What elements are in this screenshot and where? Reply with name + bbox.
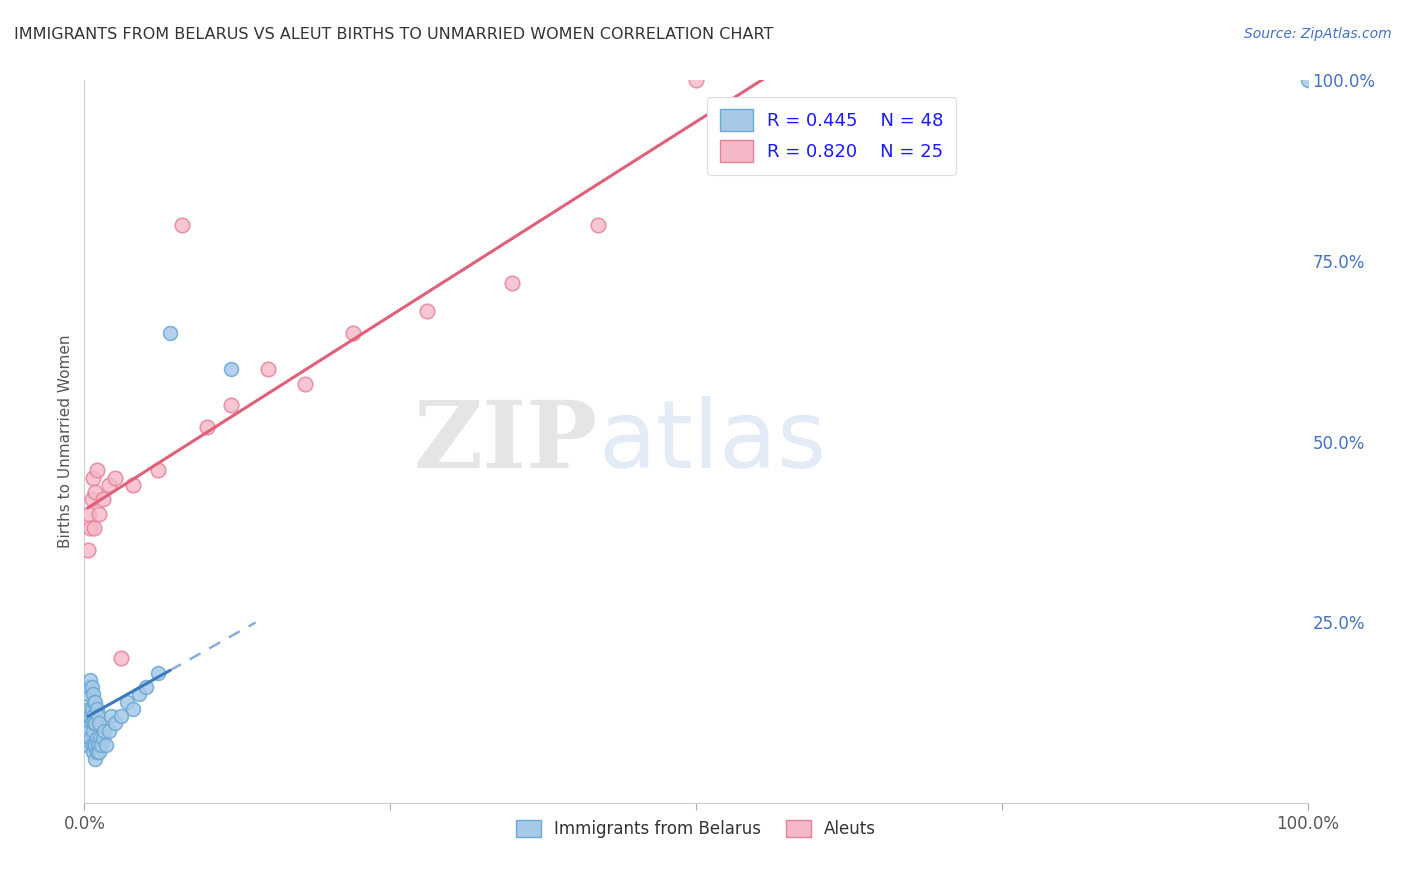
- Point: [416, 304, 439, 318]
- Point: [77, 687, 100, 701]
- Point: [502, 276, 524, 290]
- Point: [89, 731, 111, 745]
- Point: [91, 492, 114, 507]
- Point: [135, 680, 157, 694]
- Point: [82, 709, 104, 723]
- Point: [87, 716, 110, 731]
- Point: [86, 702, 108, 716]
- Point: [77, 507, 100, 521]
- Point: [80, 680, 103, 694]
- Point: [100, 709, 122, 723]
- Point: [79, 731, 101, 745]
- Point: [146, 463, 169, 477]
- Point: [115, 695, 138, 709]
- Point: [195, 420, 218, 434]
- Point: [80, 738, 103, 752]
- Point: [83, 738, 105, 752]
- Point: [77, 723, 100, 738]
- Text: Source: ZipAtlas.com: Source: ZipAtlas.com: [1244, 27, 1392, 41]
- Point: [84, 485, 107, 500]
- Point: [86, 463, 108, 477]
- Point: [93, 723, 115, 738]
- Point: [77, 680, 100, 694]
- Point: [84, 695, 107, 709]
- Point: [110, 709, 132, 723]
- Point: [82, 470, 104, 484]
- Point: [76, 738, 98, 752]
- Text: IMMIGRANTS FROM BELARUS VS ALEUT BIRTHS TO UNMARRIED WOMEN CORRELATION CHART: IMMIGRANTS FROM BELARUS VS ALEUT BIRTHS …: [14, 27, 773, 42]
- Point: [80, 702, 103, 716]
- Point: [79, 521, 101, 535]
- Point: [122, 478, 145, 492]
- Point: [86, 731, 108, 745]
- Point: [91, 731, 114, 745]
- Point: [84, 716, 107, 731]
- Point: [159, 326, 181, 340]
- Point: [84, 738, 107, 752]
- Point: [110, 651, 132, 665]
- Point: [97, 723, 120, 738]
- Point: [294, 376, 316, 391]
- Point: [77, 542, 100, 557]
- Point: [586, 218, 609, 232]
- Text: ZIP: ZIP: [413, 397, 598, 486]
- Point: [128, 687, 150, 701]
- Point: [1296, 73, 1319, 87]
- Point: [87, 507, 110, 521]
- Point: [342, 326, 364, 340]
- Point: [87, 745, 110, 759]
- Point: [685, 73, 707, 87]
- Point: [97, 478, 120, 492]
- Point: [104, 716, 127, 731]
- Point: [104, 470, 127, 484]
- Point: [219, 398, 242, 412]
- Point: [257, 362, 280, 376]
- Point: [96, 738, 118, 752]
- Point: [87, 709, 110, 723]
- Point: [83, 695, 105, 709]
- Legend: Immigrants from Belarus, Aleuts: Immigrants from Belarus, Aleuts: [509, 814, 883, 845]
- Point: [82, 745, 104, 759]
- Point: [80, 492, 103, 507]
- Point: [79, 673, 101, 687]
- Point: [87, 738, 110, 752]
- Point: [83, 716, 105, 731]
- Point: [83, 521, 105, 535]
- Y-axis label: Births to Unmarried Women: Births to Unmarried Women: [58, 334, 73, 549]
- Point: [80, 716, 103, 731]
- Point: [219, 362, 242, 376]
- Text: atlas: atlas: [598, 395, 827, 488]
- Point: [122, 702, 145, 716]
- Point: [172, 218, 194, 232]
- Point: [77, 709, 100, 723]
- Point: [84, 752, 107, 766]
- Point: [86, 745, 108, 759]
- Point: [90, 738, 112, 752]
- Point: [82, 723, 104, 738]
- Point: [77, 702, 100, 716]
- Point: [82, 687, 104, 701]
- Point: [79, 709, 101, 723]
- Point: [146, 665, 169, 680]
